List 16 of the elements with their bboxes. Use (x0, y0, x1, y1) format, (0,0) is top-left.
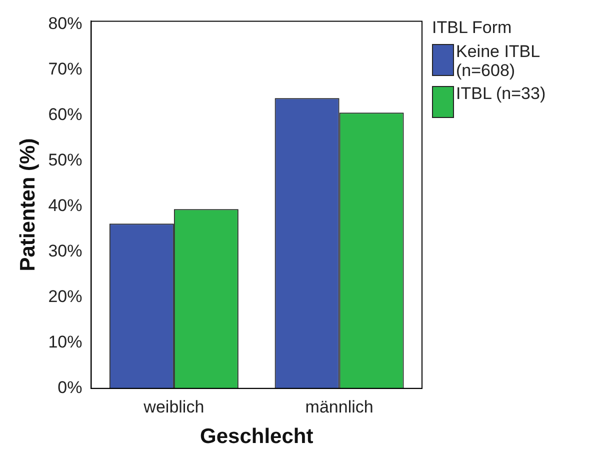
y-tick-label: 40% (48, 196, 82, 216)
y-tick-label: 20% (48, 287, 82, 306)
legend-title: ITBL Form (432, 18, 513, 38)
y-tick-label: 60% (48, 105, 82, 124)
legend-label: Keine ITBL (n=608) (456, 42, 540, 80)
y-tick-label: 50% (48, 150, 82, 170)
y-tick-label: 0% (58, 378, 82, 398)
y-axis-title: Patienten (%) (16, 138, 40, 272)
legend-label: ITBL (n=33) (456, 84, 547, 103)
y-tick-label: 30% (48, 242, 82, 261)
y-tick-label: 70% (48, 60, 82, 79)
x-axis-title: Geschlecht (200, 425, 314, 448)
y-tick-label: 80% (48, 14, 82, 34)
y-tick-label: 10% (48, 332, 82, 352)
x-tick-label: weiblich (142, 397, 204, 416)
x-tick-label: männlich (305, 397, 374, 416)
